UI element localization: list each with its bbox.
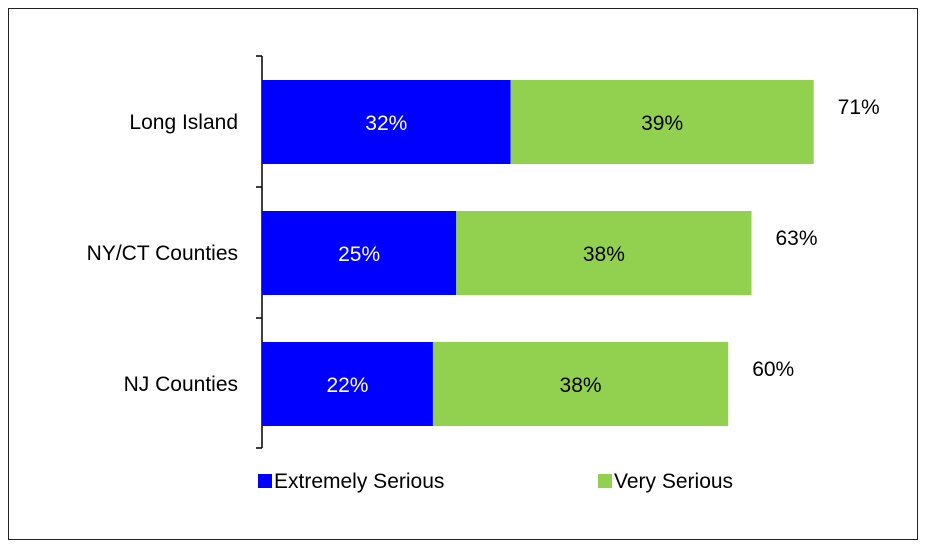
bar-segment-extremely-serious [262, 211, 457, 295]
data-label: 38% [560, 374, 602, 397]
bar-segment-very-serious [510, 80, 814, 164]
legend-label: Very Serious [614, 470, 733, 493]
total-label: 71% [838, 96, 880, 119]
category-label: NY/CT Counties [87, 242, 238, 265]
data-label: 22% [326, 374, 368, 397]
bar-segment-extremely-serious [262, 342, 433, 426]
total-label: 63% [776, 227, 818, 250]
bar-segment-extremely-serious [262, 80, 511, 164]
bar-segment-very-serious [456, 211, 752, 295]
total-label: 60% [752, 358, 794, 381]
bars-layer [262, 80, 814, 426]
category-label: Long Island [129, 111, 238, 134]
labels-layer: Long Island 32% 39% 71% NY/CT Counties 25% 38%… [87, 96, 880, 397]
legend-label: Extremely Serious [274, 470, 444, 493]
data-label: 39% [641, 112, 683, 135]
legend-swatch [598, 474, 612, 488]
data-label: 32% [365, 112, 407, 135]
category-axis [256, 55, 263, 449]
category-label: NJ Counties [124, 373, 238, 396]
legend: Extremely Serious Very Serious [258, 470, 733, 493]
legend-swatch [258, 474, 272, 488]
data-label: 38% [583, 243, 625, 266]
bar-segment-very-serious [432, 342, 729, 426]
data-label: 25% [338, 243, 380, 266]
